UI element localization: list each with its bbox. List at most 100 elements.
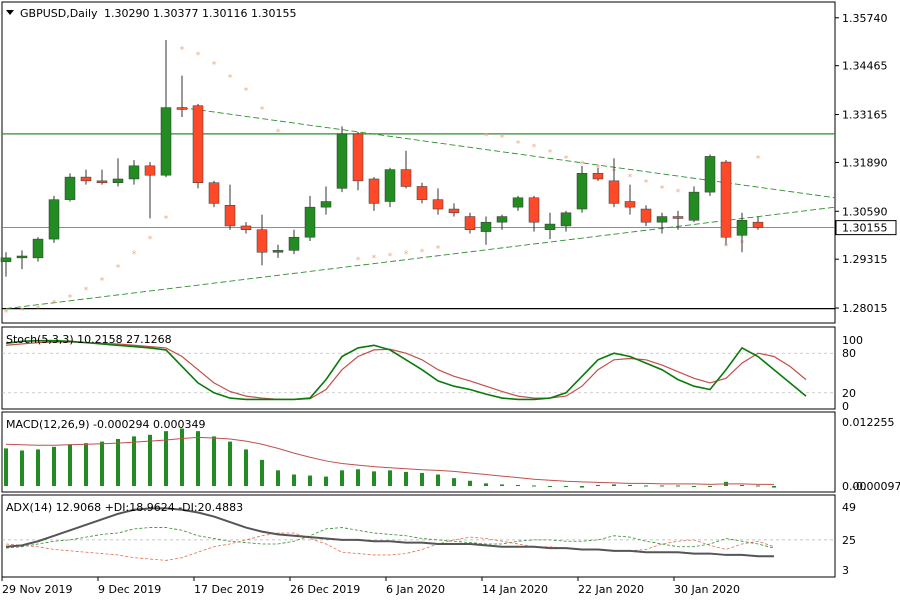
macd-histogram-bar <box>260 459 264 486</box>
macd-histogram-bar <box>596 484 600 486</box>
main-price-panel[interactable] <box>1 1 836 324</box>
candle-body <box>320 201 332 208</box>
macd-histogram-bar <box>612 484 616 486</box>
macd-histogram-bar <box>484 483 488 486</box>
sar-point: * <box>420 248 425 258</box>
sar-point: * <box>372 254 377 264</box>
minus-di-line <box>5 532 775 561</box>
macd-histogram-bar <box>564 486 568 488</box>
candle-body <box>608 180 620 204</box>
sar-point: * <box>516 139 521 149</box>
stoch-tick-label: 20 <box>842 387 856 400</box>
macd-tick-label: 0.012255 <box>842 416 895 429</box>
candle-body <box>560 212 572 227</box>
candle-body <box>384 169 396 202</box>
time-tick-label: 6 Jan 2020 <box>386 583 445 596</box>
price-tick-label: 1.28015 <box>842 302 888 315</box>
sar-point: * <box>36 305 41 315</box>
candle-body <box>736 220 748 236</box>
macd-histogram-bar <box>132 436 136 486</box>
candle-body <box>544 223 556 230</box>
macd-histogram-bar <box>372 471 376 486</box>
candle-body <box>464 216 476 230</box>
macd-label: MACD(12,26,9) -0.000294 0.000349 <box>6 418 205 431</box>
candle-body <box>112 178 124 183</box>
adx-main-line <box>5 507 774 558</box>
macd-histogram-bar <box>276 470 280 486</box>
current-price-label: 1.30155 <box>842 222 888 235</box>
sar-point: * <box>532 143 537 153</box>
macd-tick-label: 0.00 <box>842 480 867 493</box>
candle-body <box>656 216 668 223</box>
candle-body <box>624 201 636 208</box>
candle-body <box>272 250 284 253</box>
stoch-label: Stoch(5,3,3) 10.2158 27.1268 <box>6 333 172 346</box>
candle-body <box>432 199 444 210</box>
macd-panel[interactable] <box>1 411 836 493</box>
macd-histogram-bar <box>708 486 712 487</box>
candle-body <box>640 208 652 223</box>
adx-tick-label: 3 <box>842 564 849 577</box>
candle-body <box>128 165 140 180</box>
sar-point: * <box>148 235 153 245</box>
sar-point: * <box>212 60 217 70</box>
sar-point: * <box>436 244 441 254</box>
ohlc-values: 1.30290 1.30377 1.30116 1.30155 <box>104 7 296 20</box>
candle-body <box>720 161 732 238</box>
macd-histogram-bar <box>740 484 744 486</box>
sar-point: * <box>244 87 249 97</box>
dropdown-triangle-icon[interactable] <box>6 10 14 15</box>
candle-body <box>16 255 28 259</box>
candle-body <box>208 182 220 204</box>
macd-histogram-bar <box>772 486 776 488</box>
macd-histogram-bar <box>468 480 472 486</box>
macd-histogram-bar <box>212 436 216 486</box>
stoch-series <box>2 339 835 401</box>
macd-histogram-bar <box>516 484 520 486</box>
adx-label: ADX(14) 12.9068 +DI:18.9624 -DI:20.4883 <box>6 501 243 514</box>
macd-histogram-bar <box>228 441 232 486</box>
candle-body <box>576 173 588 210</box>
sar-point: * <box>724 243 729 253</box>
price-tick-label: 1.29315 <box>842 253 888 266</box>
stoch-tick-label: 80 <box>842 347 856 360</box>
candle-body <box>160 107 172 176</box>
macd-histogram-bar <box>660 485 664 487</box>
macd-histogram-bar <box>164 431 168 486</box>
sar-point: * <box>548 149 553 159</box>
sar-point: * <box>84 286 89 296</box>
candle-body <box>144 165 156 176</box>
sar-point: * <box>260 105 265 115</box>
adx-tick-label: 25 <box>842 534 856 547</box>
macd-series <box>4 428 776 488</box>
candle-body <box>400 169 412 187</box>
macd-histogram-bar <box>692 486 696 487</box>
candle-body <box>48 199 60 240</box>
macd-histogram-bar <box>548 486 552 487</box>
candle-body <box>704 156 716 193</box>
sar-point: * <box>276 128 281 138</box>
macd-histogram-bar <box>628 484 632 486</box>
sar-point: * <box>20 306 25 316</box>
candle-body <box>304 206 316 238</box>
candle-body <box>80 176 92 182</box>
candle-body <box>0 257 12 262</box>
sar-point: * <box>580 160 585 170</box>
candle-body <box>368 178 380 204</box>
stoch-tick-label: 100 <box>842 334 863 347</box>
sar-point: * <box>388 252 393 262</box>
time-tick-label: 26 Dec 2019 <box>290 583 360 596</box>
candle-body <box>496 216 508 223</box>
macd-histogram-bar <box>500 484 504 486</box>
stoch-main-line <box>5 339 807 401</box>
candle-body <box>688 191 700 221</box>
stoch-signal-line <box>5 341 807 400</box>
macd-histogram-bar <box>180 428 184 486</box>
price-series: ****************************************… <box>0 39 836 318</box>
adx-series <box>2 507 835 561</box>
price-tick-label: 1.34465 <box>842 60 888 73</box>
candle-body <box>528 197 540 223</box>
macd-histogram-bar <box>420 472 424 486</box>
